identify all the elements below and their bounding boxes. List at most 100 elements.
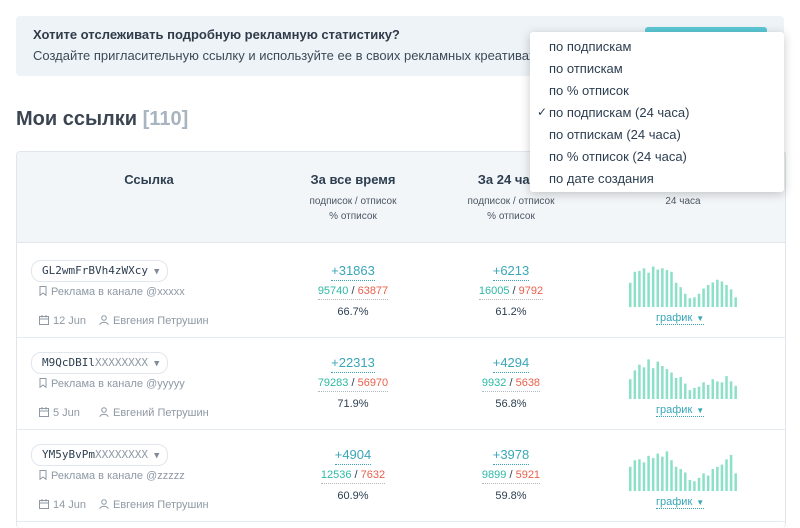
link-code-dropdown[interactable]: M9QcDBIlXXXXXXXX ▼ <box>31 352 169 374</box>
sparkline-bar <box>629 379 632 399</box>
chart-toggle-link[interactable]: график ▼ <box>656 312 705 325</box>
day-stats: +3978 9899 / 5921 59.8% <box>456 446 566 502</box>
sparkline-bar <box>674 282 678 307</box>
sparkline-bar <box>688 298 692 307</box>
sort-by-unsubscriptions-24h[interactable]: по отпискам (24 часа) <box>549 127 681 142</box>
chevron-down-icon: ▼ <box>696 314 705 323</box>
sparkline-bar <box>720 464 724 491</box>
sparkline-bar <box>706 285 710 307</box>
day-unsub-percent: 61.2% <box>495 306 527 318</box>
day-unsubs: 5638 <box>515 377 541 389</box>
header-24h-sub1: подписок / отписок <box>467 196 555 207</box>
chevron-down-icon: ▼ <box>153 267 160 277</box>
sparkline-bar <box>702 382 705 399</box>
day-unsub-percent: 59.8% <box>495 490 527 502</box>
sparkline-bar <box>670 460 673 491</box>
all-time-pair[interactable]: 12536 / 7632 <box>320 469 386 484</box>
header-all-time[interactable]: За все время <box>310 172 396 187</box>
channel-label: Реклама в канале @zzzzz <box>39 470 185 482</box>
all-time-unsub-percent: 71.9% <box>337 398 369 410</box>
day-net[interactable]: +3978 <box>492 447 530 465</box>
sparkline-bar <box>734 473 737 491</box>
sparkline-bar <box>711 282 715 307</box>
all-time-unsubs: 7632 <box>360 469 386 481</box>
banner-title: Хотите отслеживать подробную рекламную с… <box>33 27 400 42</box>
sort-by-unsub-percent-24h[interactable]: по % отписок (24 часа) <box>549 149 687 164</box>
sparkline-bar <box>633 370 637 399</box>
sparkline-bar <box>706 384 710 399</box>
sparkline-bar <box>647 359 650 399</box>
user-icon <box>99 407 109 417</box>
table-row: YM5yBvPmXXXXXXXX ▼ Реклама в канале @zzzz… <box>17 433 785 522</box>
sparkline-bar <box>647 272 650 307</box>
author-label: Евгения Петрушин <box>99 315 209 327</box>
hourly-sparkline <box>629 359 737 399</box>
sparkline-bar <box>642 462 646 491</box>
header-link[interactable]: Ссылка <box>124 172 174 187</box>
day-pair[interactable]: 9932 / 5638 <box>481 377 541 392</box>
link-code-text: YM5yBvPm <box>42 448 95 461</box>
sparkline-bar <box>729 454 733 491</box>
user-icon <box>99 315 109 325</box>
sparkline-bar <box>670 271 673 307</box>
day-pair[interactable]: 9899 / 5921 <box>481 469 541 484</box>
calendar-icon <box>39 315 49 325</box>
chevron-down-icon: ▼ <box>696 498 705 507</box>
all-time-pair[interactable]: 79283 / 56970 <box>317 377 389 392</box>
chart-link-text: график <box>656 496 693 508</box>
sort-by-subscriptions[interactable]: по подпискам <box>549 39 632 54</box>
header-all-sub1: подписок / отписок <box>309 196 397 207</box>
sparkline-bar <box>720 281 724 307</box>
sparkline-bar <box>629 282 632 307</box>
author-label: Евгений Петрушин <box>99 407 209 419</box>
channel-text: Реклама в канале @xxxxx <box>51 286 185 298</box>
hourly-sparkline <box>629 451 737 491</box>
day-pair[interactable]: 16005 / 9792 <box>478 285 544 300</box>
header-24h[interactable]: За 24 часа <box>477 172 545 187</box>
sparkline-bar <box>716 381 719 399</box>
chart-toggle-link[interactable]: график ▼ <box>656 404 705 417</box>
sparkline-bar <box>693 297 696 307</box>
sparkline-bar <box>716 279 719 307</box>
sparkline-bar <box>651 266 655 307</box>
link-code-dropdown[interactable]: YM5yBvPmXXXXXXXX ▼ <box>31 444 169 466</box>
sort-by-creation-date[interactable]: по дате создания <box>549 171 654 186</box>
sort-dropdown: ✓ по подпискам по отпискам по % отписок … <box>530 32 784 192</box>
sparkline-bar <box>661 268 664 307</box>
sort-by-unsub-percent[interactable]: по % отписок <box>549 83 629 98</box>
day-stats: +6213 16005 / 9792 61.2% <box>456 262 566 318</box>
sparkline-bar <box>688 390 692 399</box>
sparkline-bar <box>706 475 710 491</box>
chart-toggle-link[interactable]: график ▼ <box>656 496 705 509</box>
sparkline-bar <box>725 285 728 307</box>
day-net[interactable]: +4294 <box>492 355 530 373</box>
page-title-text: Мои ссылки <box>16 108 138 130</box>
links-table: Ссылка За все время подписок / отписок %… <box>16 151 786 528</box>
all-time-stats: +22313 79283 / 56970 71.9% <box>298 354 408 410</box>
sort-by-unsubscriptions[interactable]: по отпискам <box>549 61 623 76</box>
bookmark-icon <box>39 286 47 296</box>
create-link-button[interactable] <box>645 27 767 33</box>
sparkline-bar <box>697 477 701 491</box>
all-time-stats: +4904 12536 / 7632 60.9% <box>298 446 408 502</box>
header-all-sub2: % отписок <box>329 211 377 222</box>
sparkline-bar <box>702 473 705 491</box>
day-net[interactable]: +6213 <box>492 263 530 281</box>
sparkline-bar <box>729 289 733 307</box>
link-code-dropdown[interactable]: GL2wmFrBVh4zWXcy ▼ <box>31 260 169 282</box>
all-time-stats: +31863 95740 / 63877 66.7% <box>298 262 408 318</box>
created-date: 14 Jun <box>39 499 86 511</box>
table-row: GL2wmFrBVh4zWXcy ▼ Реклама в канале @xxxx… <box>17 249 785 338</box>
sparkline-bar <box>697 386 701 399</box>
all-time-net[interactable]: +4904 <box>334 447 372 465</box>
author-text: Евгений Петрушин <box>113 407 209 419</box>
chevron-down-icon: ▼ <box>696 406 705 415</box>
all-time-pair[interactable]: 95740 / 63877 <box>317 285 389 300</box>
all-time-net[interactable]: +22313 <box>331 355 375 373</box>
sparkline-bar <box>661 366 664 399</box>
sparkline-bar <box>734 385 737 399</box>
sort-by-subscriptions-24h[interactable]: по подпискам (24 часа) <box>549 105 690 120</box>
sparkline-bar <box>665 270 669 307</box>
all-time-net[interactable]: +31863 <box>331 263 375 281</box>
bookmark-icon <box>39 378 47 388</box>
